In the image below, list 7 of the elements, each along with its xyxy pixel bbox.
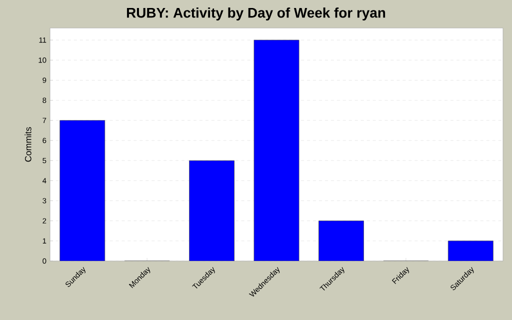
bar — [254, 40, 300, 261]
bar — [448, 240, 494, 261]
bar — [318, 220, 364, 261]
bar — [60, 120, 106, 261]
chart-title: RUBY: Activity by Day of Week for ryan — [126, 7, 386, 20]
bar — [189, 160, 234, 261]
y-axis-title: Commits — [24, 127, 32, 162]
